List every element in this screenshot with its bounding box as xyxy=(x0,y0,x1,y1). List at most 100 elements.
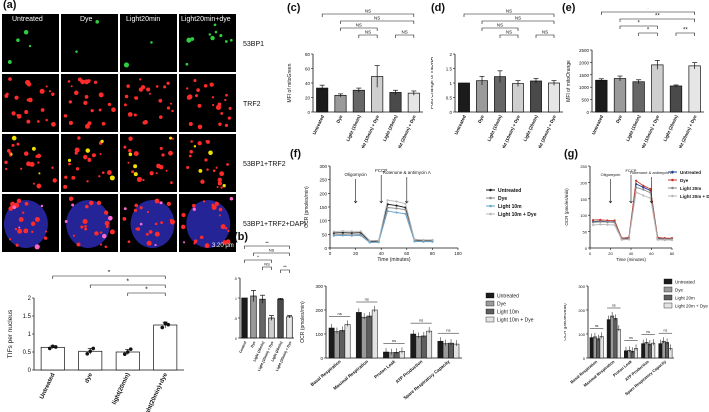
e-bar-2 xyxy=(632,81,645,113)
g-params-sig-label-2: ns xyxy=(629,336,633,340)
d-xtick-label-3: Light (10min) + Dye xyxy=(499,114,521,148)
g-params-bar-1-1 xyxy=(610,315,615,359)
g-time-point-3-10 xyxy=(663,239,666,242)
f-time-legend-marker-2 xyxy=(489,204,492,208)
f-time-point-3-11 xyxy=(431,238,434,241)
g-time-point-3-0 xyxy=(591,223,595,227)
chart-e-mitoorange: 0 500 1000 1500 2000 2500 MFI of mitoOrange Unt… xyxy=(566,8,704,148)
g-time-point-1-0 xyxy=(591,219,595,222)
g-params-legend-swatch-0 xyxy=(663,278,673,285)
a-point-2-0 xyxy=(122,352,127,356)
e-bar-1 xyxy=(613,78,627,113)
g-time-ytick-label-0: 0 xyxy=(585,246,588,251)
e-sig-2-3-label: * xyxy=(647,28,650,34)
b-ytick-label-1: 0.5 xyxy=(234,317,237,321)
f-params-sig-label-3: ns xyxy=(419,318,423,323)
g-params-sig-label-1: ns xyxy=(612,304,616,308)
c-sig-1-5-label: NS xyxy=(374,16,380,21)
g-params-legend-swatch-3 xyxy=(663,302,673,309)
g-params-bar-0-2 xyxy=(596,338,601,359)
d-xtick-label-4: Light (20min) xyxy=(522,114,539,142)
f-time-point-3-5 xyxy=(377,239,380,242)
f-params-bar-3-1 xyxy=(415,336,422,359)
chart-f-ocr-time: 0 50 100 150 200 250 300 OCR (pmoles/min) 0 20 40 6… xyxy=(304,164,537,263)
d-sig-0-5-label: NS xyxy=(506,9,512,14)
tile-r1c3 xyxy=(179,74,236,132)
g-params-legend-label-2: Light 20m xyxy=(675,296,695,301)
a-point-2-1 xyxy=(125,350,130,354)
c-ytick-label-0: 0 xyxy=(307,110,310,115)
g-params-bar-1-3 xyxy=(616,328,621,359)
column-header-dye: Dye xyxy=(80,16,93,23)
row-label-merge: 53BP1+TRF2 xyxy=(243,161,286,168)
f-time-point-2-9 xyxy=(413,240,416,243)
f-params-bar-4-3 xyxy=(453,343,460,359)
g-params-ytick-label-1: 100 xyxy=(578,332,585,337)
g-time-arrowhead-0 xyxy=(608,200,613,204)
tile-r2c3 xyxy=(179,134,236,192)
f-params-legend-label-0: Untreated xyxy=(497,294,519,300)
f-params-sig-label-1: ns xyxy=(365,297,369,302)
g-params-bar-0-1 xyxy=(592,336,597,359)
d-bar-1 xyxy=(476,80,488,113)
d-bar-0 xyxy=(458,82,470,113)
f-time-point-3-3 xyxy=(359,230,362,233)
g-params-sig-label-4: ns xyxy=(664,329,668,333)
g-time-annotation-1: FCCP xyxy=(626,168,637,173)
a-ytick-label-0: 0 xyxy=(28,368,32,374)
f-params-bar-3-3 xyxy=(426,330,433,359)
b-bar-4 xyxy=(277,298,284,339)
g-time-series-line-3 xyxy=(593,191,672,241)
d-sig-0-5 xyxy=(463,13,555,17)
a-xtick-label-2: light(20min) xyxy=(112,372,132,405)
a-ylabel: TIFs per nucleus xyxy=(7,309,14,358)
b-sig-0-5-label: ** xyxy=(265,241,269,246)
e-xtick-label-5: Light (20min) + Dye xyxy=(675,114,697,148)
scale-bar-label: 3.20 μm xyxy=(212,243,234,249)
panel-label-g: (g) xyxy=(564,148,579,160)
f-time-series-line-0 xyxy=(333,203,433,242)
f-time-point-3-8 xyxy=(404,202,407,205)
f-time-point-3-10 xyxy=(422,238,425,241)
d-sig-1-3 xyxy=(481,27,519,31)
a-ytick-label-4: 2 xyxy=(28,296,32,302)
a-point-3-2 xyxy=(166,322,171,327)
f-time-legend-marker-3 xyxy=(489,212,492,216)
f-params-bar-3-2 xyxy=(420,335,427,359)
f-time-annotation-0: Oligomycin xyxy=(344,172,367,177)
g-time-series-line-1 xyxy=(593,180,672,239)
f-time-point-3-9 xyxy=(413,238,416,241)
a-point-3-1 xyxy=(163,321,168,325)
f-params-bar-1-2 xyxy=(366,315,373,359)
g-params-bar-1-0 xyxy=(606,319,611,359)
chart-d-mtdna: 0 0.5 1 1.5 2 Fold Change of mtDNA Untreated Dy… xyxy=(431,9,563,148)
b-xtick-label-0: Control xyxy=(239,341,248,354)
g-time-point-3-3 xyxy=(613,223,616,227)
d-ytick-label-3: 1.5 xyxy=(446,67,453,72)
d-ytick-label-2: 1 xyxy=(449,81,452,86)
a-point-1-1 xyxy=(88,349,93,354)
f-time-point-3-2 xyxy=(350,230,353,233)
b-sig-1-5-label: NS xyxy=(269,248,275,253)
e-sig-1-5-label: ** xyxy=(655,14,660,20)
e-ytick-label-3: 1500 xyxy=(579,73,590,78)
d-xtick-label-5: Light (20min) + Dye xyxy=(535,114,557,148)
g-time-point-2-3 xyxy=(613,221,616,224)
e-xtick-label-0: Untreated xyxy=(591,114,605,135)
g-params-legend-label-0: Untreated xyxy=(675,280,695,285)
e-ylabel: MFI of mitoOrange xyxy=(566,60,572,102)
b-xtick-label-1: Dye xyxy=(250,341,256,349)
g-time-point-3-8 xyxy=(649,197,652,200)
panel-label-a: (a) xyxy=(3,0,17,11)
c-ytick-label-4: 80 xyxy=(305,52,311,57)
e-bar-4 xyxy=(669,85,683,113)
g-time-point-3-4 xyxy=(620,238,623,241)
f-time-legend-label-1: Dye xyxy=(498,196,507,202)
f-time-ytick-label-2: 100 xyxy=(319,219,327,224)
c-sig-4-5-label: NS xyxy=(402,30,408,35)
c-ylabel: MFI of mitoGreen xyxy=(287,63,293,102)
a-point-3-0 xyxy=(160,325,165,330)
d-sig-2-3-label: NS xyxy=(506,30,512,35)
f-time-series-line-2 xyxy=(333,210,433,243)
